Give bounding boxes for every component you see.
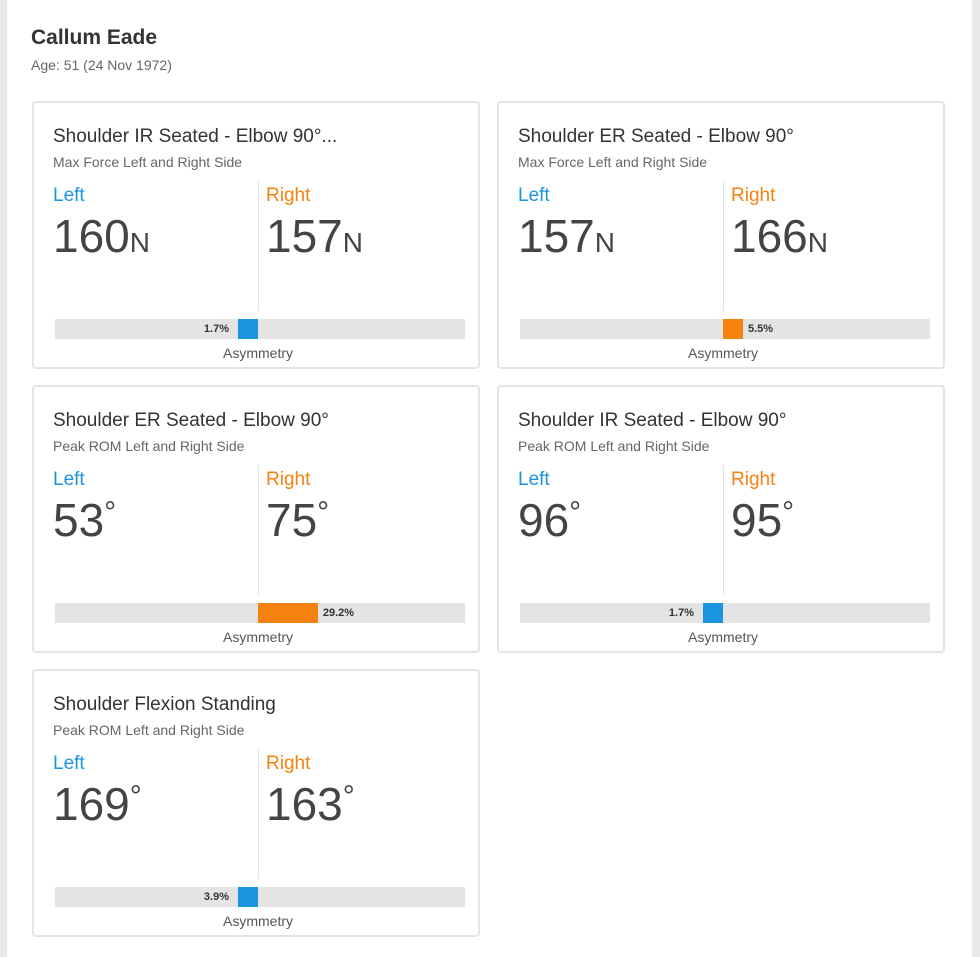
value-number: 166 <box>731 210 808 262</box>
metric-card: Shoulder ER Seated - Elbow 90° Max Force … <box>497 101 945 369</box>
card-title: Shoulder IR Seated - Elbow 90°... <box>53 126 338 147</box>
value-unit: ° <box>342 780 355 813</box>
asymmetry-caption: Asymmetry <box>223 913 293 929</box>
value-unit: N <box>594 227 615 258</box>
card-subtitle: Max Force Left and Right Side <box>518 154 708 170</box>
asymmetry-caption: Asymmetry <box>223 345 293 361</box>
divider <box>723 465 724 595</box>
card-subtitle: Peak ROM Left and Right Side <box>518 438 710 454</box>
value-number: 53 <box>53 494 105 546</box>
value-unit: ° <box>129 780 142 813</box>
card-title: Shoulder Flexion Standing <box>53 694 276 715</box>
asymmetry-label: 29.2% <box>322 607 355 619</box>
right-label: Right <box>266 185 311 206</box>
left-label: Left <box>518 185 550 206</box>
left-value: 169° <box>53 777 142 831</box>
metric-card: Shoulder IR Seated - Elbow 90° Peak ROM L… <box>497 385 945 653</box>
asymmetry-label: 1.7% <box>668 607 694 619</box>
right-value: 166N <box>731 209 828 263</box>
value-number: 157 <box>266 210 343 262</box>
right-label: Right <box>731 469 776 490</box>
left-value: 96° <box>518 493 581 547</box>
right-value: 75° <box>266 493 329 547</box>
asymmetry-track <box>520 603 930 623</box>
value-unit: N <box>807 227 828 258</box>
asymmetry-caption: Asymmetry <box>688 345 758 361</box>
right-value: 163° <box>266 777 355 831</box>
value-unit: ° <box>317 496 330 529</box>
divider <box>723 181 724 311</box>
left-value: 53° <box>53 493 116 547</box>
right-label: Right <box>731 185 776 206</box>
asymmetry-label: 1.7% <box>203 323 229 335</box>
athlete-age: Age: 51 (24 Nov 1972) <box>31 57 172 73</box>
value-number: 163 <box>266 778 343 830</box>
value-unit: ° <box>569 496 582 529</box>
value-unit: N <box>129 227 150 258</box>
value-unit: ° <box>782 496 795 529</box>
left-value: 160N <box>53 209 150 263</box>
left-value: 157N <box>518 209 615 263</box>
metric-card: Shoulder IR Seated - Elbow 90°... Max For… <box>32 101 480 369</box>
divider <box>258 465 259 595</box>
metric-card: Shoulder ER Seated - Elbow 90° Peak ROM L… <box>32 385 480 653</box>
panel: Callum Eade Age: 51 (24 Nov 1972) Should… <box>7 0 972 957</box>
asymmetry-bar <box>258 603 318 623</box>
asymmetry-track <box>55 887 465 907</box>
value-unit: ° <box>104 496 117 529</box>
right-label: Right <box>266 753 311 774</box>
asymmetry-caption: Asymmetry <box>223 629 293 645</box>
left-label: Left <box>53 185 85 206</box>
asymmetry-bar <box>238 887 258 907</box>
asymmetry-bar <box>703 603 723 623</box>
right-value: 95° <box>731 493 794 547</box>
asymmetry-caption: Asymmetry <box>688 629 758 645</box>
asymmetry-label: 5.5% <box>748 323 774 335</box>
value-number: 157 <box>518 210 595 262</box>
value-number: 169 <box>53 778 130 830</box>
card-subtitle: Peak ROM Left and Right Side <box>53 722 245 738</box>
divider <box>258 749 259 879</box>
divider <box>258 181 259 311</box>
value-number: 160 <box>53 210 130 262</box>
value-unit: N <box>342 227 363 258</box>
asymmetry-bar <box>238 319 258 339</box>
left-label: Left <box>53 469 85 490</box>
card-title: Shoulder ER Seated - Elbow 90° <box>518 126 794 147</box>
value-number: 75 <box>266 494 318 546</box>
card-subtitle: Peak ROM Left and Right Side <box>53 438 245 454</box>
asymmetry-bar <box>723 319 743 339</box>
right-label: Right <box>266 469 311 490</box>
asymmetry-track <box>55 319 465 339</box>
value-number: 96 <box>518 494 570 546</box>
card-subtitle: Max Force Left and Right Side <box>53 154 243 170</box>
left-label: Left <box>53 753 85 774</box>
right-value: 157N <box>266 209 363 263</box>
athlete-name: Callum Eade <box>31 26 158 49</box>
left-label: Left <box>518 469 550 490</box>
asymmetry-label: 3.9% <box>203 891 229 903</box>
card-title: Shoulder IR Seated - Elbow 90° <box>518 410 787 431</box>
value-number: 95 <box>731 494 783 546</box>
card-title: Shoulder ER Seated - Elbow 90° <box>53 410 329 431</box>
metric-card: Shoulder Flexion Standing Peak ROM Left a… <box>32 669 480 937</box>
